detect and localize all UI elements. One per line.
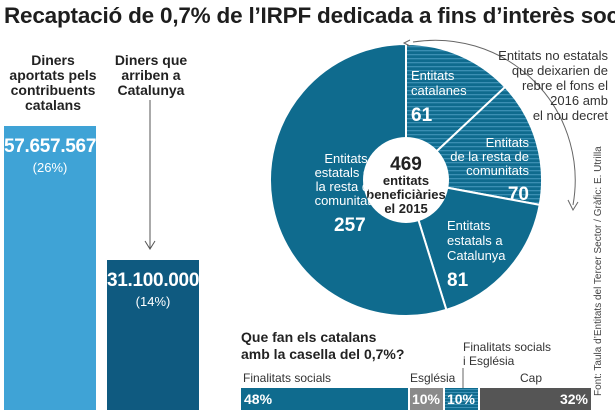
segment-name: Església [410, 371, 456, 385]
bar-header-contributed: Diners aportats pels contribuents catala… [4, 53, 102, 113]
stacked-title-line: Que fan els catalans [241, 329, 377, 345]
segment-name-line: i Església [463, 354, 515, 368]
slice-label: catalanes [411, 83, 467, 98]
pie-chart: 469 entitats beneficiàries el 2015 Entit… [269, 39, 579, 317]
segment-pointer-line [462, 368, 464, 388]
center-label: el 2015 [384, 201, 427, 216]
header-line: Diners que [114, 52, 188, 68]
bracket-arrow-icon [567, 199, 579, 212]
stacked-chart-title: Que fan els catalans amb la casella del … [241, 329, 404, 363]
slice-label: de la resta de [450, 149, 529, 164]
stacked-segment: 48% [241, 388, 408, 410]
note-line: 2016 amb [550, 93, 608, 108]
bar-value-label: 31.100.000 [107, 270, 200, 291]
stacked-title-line: amb la casella del 0,7%? [241, 346, 405, 362]
slice-label: Entitats [411, 68, 455, 83]
segment-name: Finalitats socials i Església [463, 340, 551, 368]
page-title: Recaptació de 0,7% de l’IRPF dedicada a … [4, 3, 615, 28]
bar-percent-label: (14%) [135, 294, 171, 309]
center-total: 469 [390, 154, 422, 175]
bar-percent-label: (26%) [32, 160, 68, 175]
bar-header-arrives: Diners que arriben a Catalunya [106, 53, 196, 98]
slice-label: Entitats [324, 151, 368, 166]
header-line: Catalunya [117, 82, 185, 98]
header-line: arriben a [121, 67, 181, 83]
bar-contributed: 57.657.567 (26%) [4, 126, 96, 410]
header-line: catalans [24, 97, 82, 113]
source-credit: Font: Taula d’Entitats del Tercer Sector… [593, 146, 604, 396]
slice-label: comunitats [466, 163, 529, 178]
down-arrow-icon [144, 100, 156, 250]
stacked-segment: 10% [445, 388, 478, 410]
slice-value: 81 [447, 270, 469, 291]
segment-name-line: Finalitats socials [463, 340, 552, 354]
segment-name: Cap [520, 371, 543, 385]
pie-slice [269, 42, 448, 317]
stacked-segment: 10% [410, 388, 443, 410]
header-line: contribuents [10, 82, 96, 98]
slice-label: Entitats [486, 135, 530, 150]
slice-label: estatals de [315, 165, 378, 180]
slice-label: comunitats [315, 193, 378, 208]
bracket-arrow-icon [402, 39, 411, 47]
note-line: rebre el fons el [522, 78, 608, 93]
slice-label: Catalunya [447, 248, 506, 263]
note-line: Entitats no estatals [498, 48, 608, 63]
header-line: aportats pels [9, 67, 97, 83]
bar-value-label: 57.657.567 [4, 136, 97, 157]
slice-label: Entitats [447, 218, 491, 233]
center-label: beneficiàries [366, 187, 446, 202]
pie-slice [404, 178, 541, 312]
stacked-segment: 32% [480, 388, 591, 410]
annotation-note: Entitats no estatals que deixarien de re… [478, 48, 608, 123]
note-line: el nou decret [532, 108, 608, 123]
slice-value: 257 [334, 215, 366, 236]
segment-name: Finalitats socials [243, 371, 332, 385]
bar-arrives: 31.100.000 (14%) [107, 260, 199, 410]
header-line: Diners [31, 52, 75, 68]
slice-value: 70 [508, 184, 529, 205]
center-label: entitats [383, 173, 429, 188]
slice-label: la resta de [316, 179, 377, 194]
note-line: que deixarien de [511, 63, 608, 78]
slice-label: estatals a [447, 233, 503, 248]
slice-value: 61 [411, 105, 433, 126]
bracket-arc [412, 39, 576, 206]
pie-center-hole [363, 137, 449, 223]
